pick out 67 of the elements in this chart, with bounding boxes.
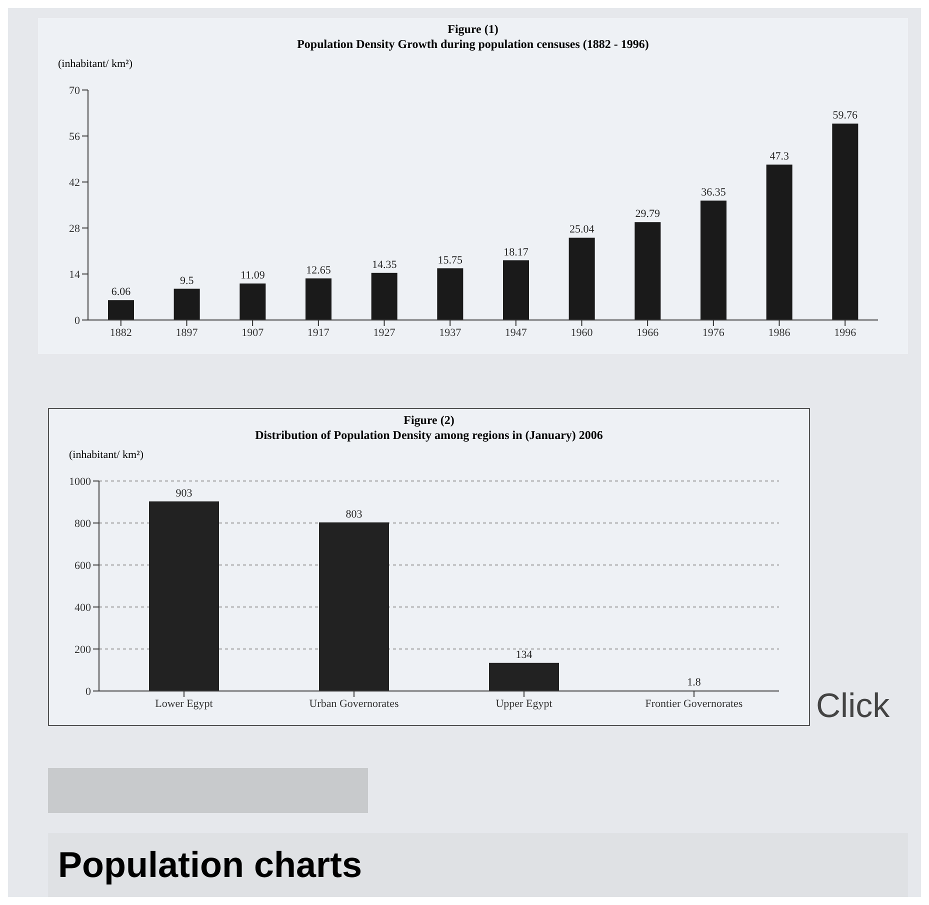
chart-subtitle: Population Density Growth during population censuses (1882 - 1996) [296, 37, 650, 52]
y-tick-label: 0 [74, 314, 80, 327]
bar [149, 501, 219, 691]
bar [503, 260, 529, 320]
data-label: 29.79 [635, 208, 661, 220]
data-label: 25.04 [569, 224, 595, 236]
y-axis-title: (inhabitant/ km²) [58, 58, 134, 70]
data-label: 9.5 [180, 274, 194, 287]
bar [568, 238, 595, 320]
y-tick-label: 70 [69, 84, 80, 97]
data-label: 803 [346, 508, 363, 520]
x-tick-label: 1947 [504, 326, 528, 339]
bar [634, 222, 661, 320]
y-tick-label: 0 [86, 686, 92, 698]
data-label: 903 [176, 487, 193, 500]
x-tick-label: Upper Egypt [496, 698, 552, 710]
text: Population charts [48, 833, 908, 897]
data-label: 12.65 [306, 264, 332, 276]
bar [489, 662, 559, 691]
text: Click [816, 687, 890, 726]
bar [240, 284, 266, 320]
data-label: 47.3 [770, 150, 790, 163]
bar [108, 300, 134, 320]
y-axis-title: (inhabitant/ km²) [69, 449, 144, 461]
data-label: 18.17 [504, 246, 529, 258]
y-tick-label: 42 [69, 176, 80, 189]
y-tick-label: 200 [74, 644, 92, 656]
data-label: 134 [516, 648, 533, 661]
bar [700, 200, 726, 320]
bar [306, 278, 332, 320]
x-tick-label: 1907 [242, 326, 264, 339]
data-label: 15.75 [438, 254, 464, 266]
y-tick-label: 56 [69, 130, 80, 143]
x-tick-label: 1897 [176, 326, 198, 339]
x-tick-label: 1937 [439, 326, 462, 339]
y-tick-label: 600 [74, 560, 92, 572]
x-tick-label: 1966 [636, 326, 660, 339]
bar [832, 124, 858, 320]
x-tick-label: 1960 [570, 326, 594, 339]
x-tick-label: 1996 [834, 326, 857, 339]
data-label: 1.8 [687, 676, 702, 689]
y-tick-label: 800 [74, 518, 92, 530]
bar [766, 164, 792, 320]
data-label: 11.09 [240, 270, 266, 282]
x-tick-label: Frontier Governorates [645, 698, 743, 710]
data-label: 36.35 [701, 186, 726, 199]
chart-title: Figure (2) [402, 413, 456, 428]
x-tick-label: 1882 [110, 326, 132, 339]
bar [174, 288, 200, 320]
data-label: 14.35 [372, 258, 398, 271]
y-tick-label: 400 [74, 602, 92, 614]
chart-title: Figure (1) [446, 22, 500, 37]
bar [371, 272, 398, 320]
x-tick-label: 1976 [702, 326, 725, 339]
y-tick-label: 28 [69, 222, 80, 235]
x-tick-label: 1917 [307, 326, 330, 339]
x-tick-label: Urban Governorates [309, 698, 399, 710]
x-tick-label: 1927 [373, 326, 396, 339]
data-label: 6.06 [111, 286, 132, 298]
x-tick-label: 1986 [768, 326, 791, 339]
chart-subtitle: Distribution of Population Density among regions in (January) 2006 [254, 428, 604, 443]
data-label: 59.76 [832, 110, 858, 122]
bar [437, 268, 464, 320]
x-tick-label: Lower Egypt [155, 698, 213, 710]
y-tick-label: 14 [69, 268, 80, 281]
y-tick-label: 1000 [69, 476, 92, 488]
bar [319, 522, 389, 691]
